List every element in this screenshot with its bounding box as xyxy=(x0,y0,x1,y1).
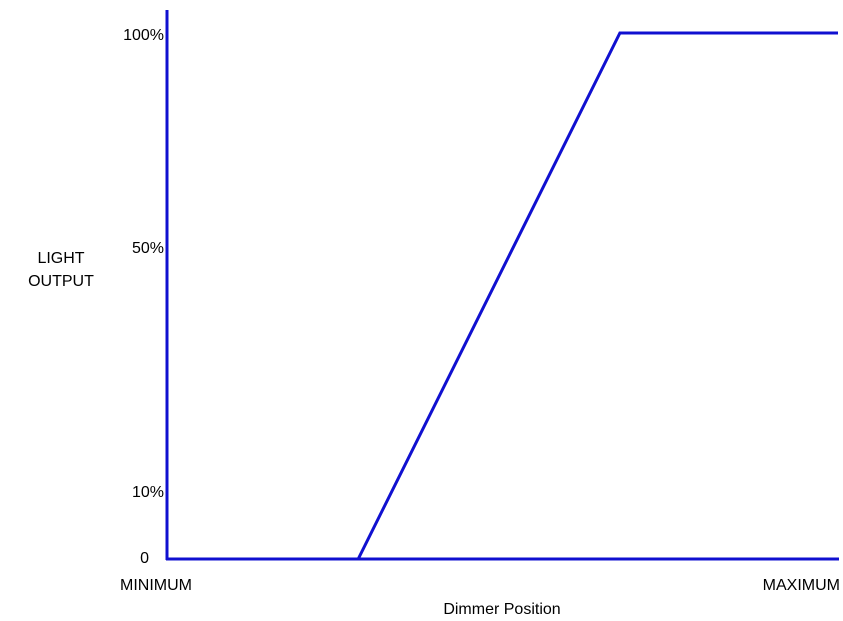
y-axis-label-line-1: LIGHT xyxy=(37,250,84,267)
x-tick-label-maximum: MAXIMUM xyxy=(763,577,840,594)
y-tick-label-10: 10% xyxy=(132,484,164,501)
series-line-light-output xyxy=(167,31,838,561)
x-tick-label-minimum: MINIMUM xyxy=(120,577,192,594)
y-tick-label-0: 0 xyxy=(140,550,149,567)
y-tick-label-50: 50% xyxy=(132,240,164,257)
y-tick-label-100: 100% xyxy=(123,27,164,44)
x-axis-label: Dimmer Position xyxy=(443,601,560,618)
y-axis-label-line-2: OUTPUT xyxy=(28,273,94,290)
